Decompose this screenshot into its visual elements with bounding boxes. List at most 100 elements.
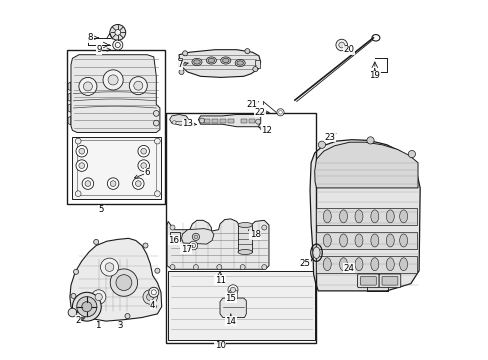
Circle shape: [154, 138, 160, 144]
Bar: [255, 60, 259, 68]
Circle shape: [77, 297, 97, 317]
Polygon shape: [72, 137, 161, 199]
Circle shape: [68, 308, 77, 317]
Circle shape: [151, 290, 156, 295]
Ellipse shape: [237, 61, 243, 65]
Circle shape: [135, 181, 141, 186]
Circle shape: [116, 275, 132, 291]
Circle shape: [153, 120, 159, 126]
Circle shape: [407, 150, 415, 158]
Circle shape: [91, 290, 106, 304]
Circle shape: [278, 111, 282, 114]
Polygon shape: [181, 229, 213, 244]
Circle shape: [170, 265, 175, 270]
Circle shape: [154, 191, 160, 197]
Bar: [178, 58, 182, 66]
Text: 22: 22: [254, 108, 264, 117]
Circle shape: [134, 81, 142, 90]
Polygon shape: [168, 271, 314, 340]
Circle shape: [81, 302, 92, 312]
Circle shape: [110, 24, 125, 40]
Circle shape: [153, 111, 159, 116]
Text: 16: 16: [168, 236, 179, 245]
Circle shape: [193, 265, 198, 270]
Text: 15: 15: [225, 294, 236, 302]
Circle shape: [142, 290, 157, 304]
Bar: [241, 119, 246, 123]
Bar: [212, 119, 218, 123]
Circle shape: [227, 285, 238, 295]
Circle shape: [170, 225, 175, 230]
FancyBboxPatch shape: [378, 274, 400, 288]
Ellipse shape: [370, 258, 378, 271]
Ellipse shape: [339, 210, 347, 223]
Circle shape: [101, 258, 118, 276]
Ellipse shape: [399, 210, 407, 223]
Ellipse shape: [386, 210, 393, 223]
Ellipse shape: [238, 249, 252, 255]
Circle shape: [155, 268, 160, 273]
Text: 1: 1: [95, 321, 100, 330]
Text: 21: 21: [245, 100, 257, 109]
Ellipse shape: [220, 57, 230, 64]
Polygon shape: [70, 238, 162, 321]
Bar: [316, 232, 416, 249]
Text: 3: 3: [117, 321, 123, 330]
Text: 17: 17: [180, 245, 191, 253]
Circle shape: [335, 39, 347, 51]
Text: 4: 4: [150, 301, 155, 310]
Circle shape: [75, 191, 81, 197]
Text: 19: 19: [368, 71, 380, 80]
Polygon shape: [68, 116, 70, 125]
FancyBboxPatch shape: [360, 276, 375, 285]
Circle shape: [71, 293, 76, 298]
Text: 8: 8: [87, 33, 93, 42]
Ellipse shape: [399, 258, 407, 271]
Circle shape: [252, 67, 257, 72]
Polygon shape: [309, 140, 419, 291]
Ellipse shape: [370, 234, 378, 247]
Circle shape: [151, 304, 156, 309]
Circle shape: [261, 225, 266, 230]
Circle shape: [191, 243, 195, 248]
Circle shape: [72, 292, 101, 321]
Bar: [316, 208, 416, 225]
Circle shape: [182, 51, 187, 56]
Circle shape: [142, 243, 148, 248]
Circle shape: [83, 82, 92, 91]
Bar: [238, 225, 252, 252]
Polygon shape: [71, 55, 160, 132]
Circle shape: [110, 269, 137, 296]
Circle shape: [261, 265, 266, 270]
Circle shape: [255, 119, 260, 124]
Circle shape: [199, 118, 204, 123]
Circle shape: [115, 30, 121, 35]
Circle shape: [79, 77, 97, 95]
Circle shape: [366, 137, 373, 144]
Polygon shape: [68, 104, 70, 112]
Text: 14: 14: [225, 317, 236, 325]
Polygon shape: [169, 114, 188, 125]
Circle shape: [110, 181, 116, 186]
Bar: [227, 119, 233, 123]
Ellipse shape: [339, 234, 347, 247]
Text: 18: 18: [249, 230, 260, 239]
Circle shape: [107, 178, 119, 189]
Circle shape: [148, 287, 159, 297]
Bar: [248, 119, 254, 123]
Polygon shape: [314, 142, 417, 188]
Polygon shape: [179, 50, 260, 77]
Ellipse shape: [208, 58, 214, 63]
Circle shape: [192, 233, 199, 240]
Ellipse shape: [312, 247, 320, 258]
FancyBboxPatch shape: [381, 276, 397, 285]
Ellipse shape: [222, 58, 228, 63]
Circle shape: [95, 293, 102, 301]
Polygon shape: [167, 219, 268, 269]
Circle shape: [79, 310, 84, 315]
Text: 25: 25: [299, 259, 310, 268]
Ellipse shape: [354, 258, 362, 271]
Polygon shape: [68, 82, 70, 91]
Bar: [220, 119, 225, 123]
Circle shape: [115, 42, 120, 48]
